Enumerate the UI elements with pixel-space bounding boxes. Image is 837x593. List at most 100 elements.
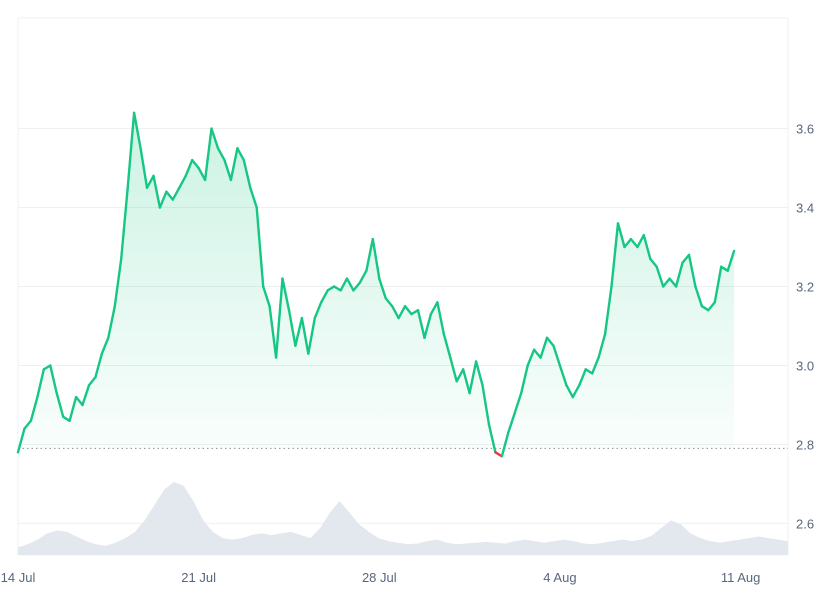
price-segment [300,316,310,355]
price-segment [416,309,426,339]
price-segment [68,395,78,422]
price-segment [165,190,175,201]
price-segment [281,277,291,312]
price-segment [681,253,691,264]
price-segment [152,174,162,209]
price-segment [442,332,452,359]
price-segment [100,336,110,355]
price-segment [623,237,633,249]
price-segment [494,451,504,458]
price-segment [500,431,510,458]
price-segment [49,364,58,395]
price-segment [223,158,233,182]
price-segment [352,281,362,292]
price-segment [629,237,639,249]
price-segment [520,364,529,395]
volume-layer [18,481,788,555]
price-segment [436,301,445,336]
price-segment [126,111,136,190]
price-segment [597,332,607,359]
price-segment [365,237,374,272]
price-segment [42,364,52,371]
price-segment [249,186,258,209]
y-tick-label: 3.2 [796,280,814,295]
price-segment [113,257,123,308]
price-segment [707,301,716,312]
price-segment [481,384,491,426]
price-segment [171,186,181,201]
price-segment [720,265,729,272]
price-segment [507,411,516,434]
price-segment [132,111,142,150]
price-segment [268,305,278,359]
price-segment [203,127,213,182]
price-segment [320,289,329,304]
price-segment [378,277,387,300]
price-segment [694,285,704,308]
line-layer [16,111,736,458]
price-segment [332,285,342,292]
price-segment [371,237,381,280]
price-segment [603,285,613,336]
price-segment [526,348,536,367]
price-segment [119,186,129,261]
price-segment [262,285,271,308]
y-tick-label: 3.4 [796,201,814,216]
price-segment [713,265,723,304]
price-segment [468,360,478,395]
price-segment [178,174,187,190]
price-segment [700,305,710,312]
price-segment [642,233,652,261]
price-segment [571,384,581,399]
price-segment [145,174,155,190]
price-segment [545,336,555,347]
price-segment [539,336,549,359]
price-segment [81,384,91,407]
y-tick-label: 3.6 [796,122,814,137]
price-segment [74,395,84,407]
price-segment [29,395,39,422]
x-tick-label: 11 Aug [721,570,761,585]
price-segment [36,368,45,399]
price-segment [552,344,562,367]
price-segment [255,206,265,288]
price-segment [190,158,200,170]
price-segment [668,277,678,288]
price-segment [339,277,349,292]
volume-area [18,481,788,555]
x-tick-label: 14 Jul [1,570,36,585]
price-segment [410,309,420,316]
y-tick-label: 3.0 [796,358,814,373]
price-segment [616,222,626,249]
price-segment [397,305,407,320]
price-segment [687,253,697,288]
price-segment [94,352,104,379]
price-segment [242,158,252,190]
price-segment [403,305,413,316]
price-segment [229,147,239,182]
price-segment [674,261,684,288]
price-segment [23,419,33,430]
price-segment [610,222,620,288]
price-segment [307,316,316,355]
price-segment [474,360,484,387]
price-segment [274,277,284,359]
y-axis: 3.6 3.4 3.2 3.0 2.8 2.6 [796,122,814,532]
price-segment [726,249,736,272]
price-segment [345,277,355,292]
price-segment [565,384,574,399]
y-tick-label: 2.6 [796,516,814,531]
price-segment [655,265,665,288]
price-segment [584,368,594,375]
price-segment [158,190,168,209]
price-segment [513,391,523,415]
price-segment [423,312,433,339]
price-segment [578,368,587,387]
price-segment [455,368,465,383]
price-segment [358,269,368,284]
price-segment [384,297,394,308]
price-segment [197,166,207,182]
price-segment [649,257,658,268]
